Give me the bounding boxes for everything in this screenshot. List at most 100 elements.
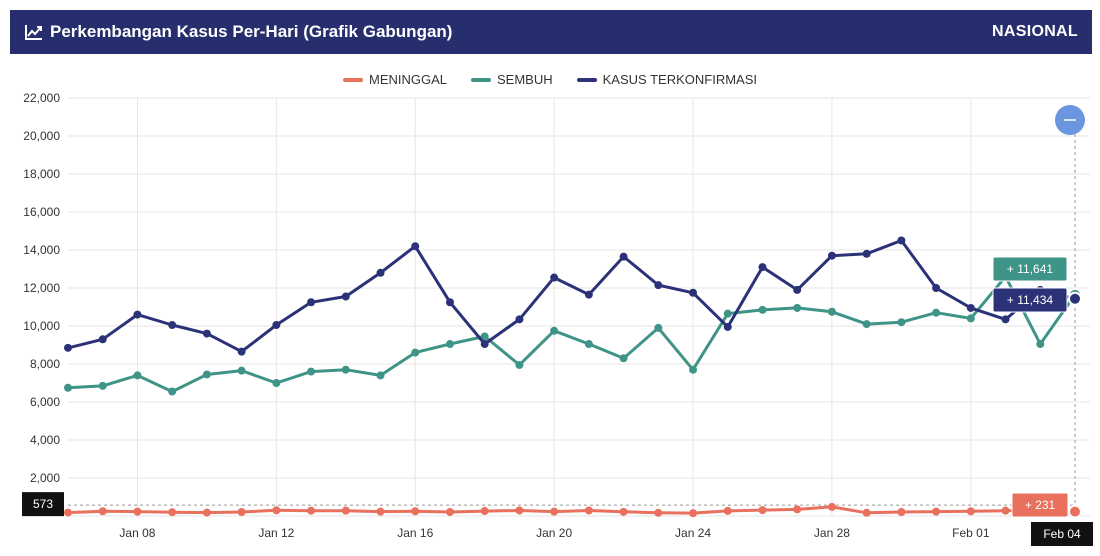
data-point-sembuh[interactable] (654, 323, 663, 332)
legend-swatch-kasus (576, 77, 597, 82)
data-point-kasus[interactable] (376, 268, 385, 277)
data-point-kasus[interactable] (341, 292, 350, 301)
data-point-sembuh[interactable] (376, 371, 385, 380)
data-point-kasus[interactable] (237, 347, 246, 356)
data-point-sembuh[interactable] (689, 365, 698, 374)
data-point-meninggal[interactable] (584, 506, 593, 515)
data-point-sembuh[interactable] (272, 379, 281, 387)
data-point-kasus[interactable] (98, 335, 107, 344)
data-point-kasus[interactable] (932, 284, 941, 292)
data-point-sembuh[interactable] (550, 326, 559, 335)
data-point-meninggal[interactable] (1001, 506, 1010, 515)
zoom-out-button[interactable] (1055, 105, 1085, 135)
data-point-sembuh[interactable] (758, 305, 767, 314)
data-point-meninggal[interactable] (515, 506, 524, 515)
data-point-sembuh[interactable] (98, 381, 107, 390)
y-tick-label: 20,000 (23, 129, 60, 143)
data-point-sembuh[interactable] (445, 340, 454, 349)
data-point-meninggal[interactable] (168, 508, 177, 517)
data-point-kasus[interactable] (862, 249, 871, 258)
legend-item-sembuh[interactable]: SEMBUH (471, 72, 553, 87)
data-point-meninggal[interactable] (445, 508, 454, 517)
data-point-sembuh[interactable] (723, 309, 732, 318)
region-label: NASIONAL (992, 23, 1078, 40)
data-point-sembuh[interactable] (619, 354, 628, 363)
data-point-sembuh[interactable] (202, 370, 211, 379)
data-point-kasus[interactable] (897, 236, 906, 245)
data-point-sembuh[interactable] (793, 303, 802, 312)
data-point-sembuh[interactable] (133, 371, 142, 380)
data-point-kasus[interactable] (202, 329, 211, 338)
data-point-meninggal[interactable] (341, 506, 350, 515)
data-point-kasus[interactable] (758, 263, 767, 272)
data-point-kasus[interactable] (272, 321, 281, 330)
data-point-meninggal[interactable] (133, 507, 142, 516)
data-point-meninggal[interactable] (897, 508, 906, 517)
data-point-kasus[interactable] (689, 288, 698, 297)
data-point-kasus[interactable] (1068, 291, 1082, 306)
data-point-sembuh[interactable] (584, 340, 593, 349)
data-point-meninggal[interactable] (758, 506, 767, 515)
data-point-kasus[interactable] (793, 285, 802, 294)
data-point-kasus[interactable] (723, 322, 732, 331)
data-point-kasus[interactable] (133, 310, 142, 319)
data-point-kasus[interactable] (168, 321, 177, 330)
data-point-meninggal[interactable] (827, 502, 836, 511)
data-point-meninggal[interactable] (307, 506, 316, 515)
data-point-kasus[interactable] (550, 273, 559, 282)
legend-item-meninggal[interactable]: MENINGGAL (343, 72, 447, 87)
data-point-meninggal[interactable] (654, 508, 663, 517)
data-point-kasus[interactable] (654, 281, 663, 290)
callout-meninggal-text: + 231 (1025, 498, 1056, 512)
chart-title: Perkembangan Kasus Per-Hari (Grafik Gabu… (50, 22, 453, 41)
data-point-kasus[interactable] (307, 298, 316, 307)
data-point-meninggal[interactable] (966, 507, 975, 516)
data-point-sembuh[interactable] (307, 367, 316, 376)
legend-item-kasus[interactable]: KASUS TERKONFIRMASI (576, 72, 757, 87)
data-point-meninggal[interactable] (793, 505, 802, 514)
data-point-kasus[interactable] (411, 242, 420, 251)
data-point-kasus[interactable] (64, 343, 72, 352)
data-point-meninggal[interactable] (480, 507, 489, 516)
data-point-meninggal[interactable] (932, 507, 941, 516)
data-point-kasus[interactable] (480, 340, 489, 349)
data-point-sembuh[interactable] (411, 348, 420, 357)
data-point-meninggal[interactable] (98, 507, 107, 516)
data-point-sembuh[interactable] (966, 314, 975, 323)
data-point-sembuh[interactable] (64, 383, 72, 392)
data-point-meninggal[interactable] (237, 508, 246, 517)
data-point-meninggal[interactable] (723, 506, 732, 515)
data-point-sembuh[interactable] (897, 318, 906, 327)
data-point-meninggal[interactable] (376, 507, 385, 516)
data-point-meninggal[interactable] (202, 508, 211, 517)
data-point-sembuh[interactable] (1036, 340, 1045, 349)
data-point-kasus[interactable] (445, 298, 454, 307)
legend-label-kasus: KASUS TERKONFIRMASI (602, 72, 757, 87)
data-point-meninggal[interactable] (411, 507, 420, 516)
data-point-kasus[interactable] (515, 315, 524, 324)
data-point-sembuh[interactable] (480, 332, 489, 341)
data-point-meninggal[interactable] (64, 508, 72, 517)
data-point-sembuh[interactable] (341, 365, 350, 374)
data-point-meninggal[interactable] (1068, 504, 1082, 519)
data-point-meninggal[interactable] (689, 509, 698, 518)
callout-sembuh-box (992, 256, 1068, 282)
data-point-sembuh[interactable] (862, 320, 871, 329)
callout-kasus-text: + 11,434 (1007, 293, 1053, 307)
data-point-meninggal[interactable] (272, 506, 281, 515)
callout-sembuh-text: + 11,641 (1007, 262, 1053, 276)
data-point-sembuh[interactable] (237, 366, 246, 375)
data-point-kasus[interactable] (827, 251, 836, 260)
data-point-kasus[interactable] (619, 252, 628, 261)
data-point-sembuh[interactable] (168, 387, 177, 396)
data-point-sembuh[interactable] (932, 308, 941, 317)
data-point-meninggal[interactable] (550, 507, 559, 516)
data-point-sembuh[interactable] (827, 307, 836, 316)
data-point-meninggal[interactable] (619, 507, 628, 516)
data-point-kasus[interactable] (966, 303, 975, 312)
data-point-sembuh[interactable] (515, 360, 524, 369)
data-point-kasus[interactable] (584, 290, 593, 299)
data-point-kasus[interactable] (1001, 315, 1010, 324)
data-point-meninggal[interactable] (862, 508, 871, 517)
